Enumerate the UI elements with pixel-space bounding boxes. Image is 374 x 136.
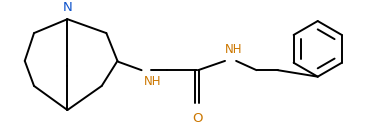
- Text: NH: NH: [143, 75, 161, 88]
- Text: NH: NH: [225, 43, 242, 56]
- Text: N: N: [62, 1, 72, 14]
- Text: O: O: [192, 112, 202, 125]
